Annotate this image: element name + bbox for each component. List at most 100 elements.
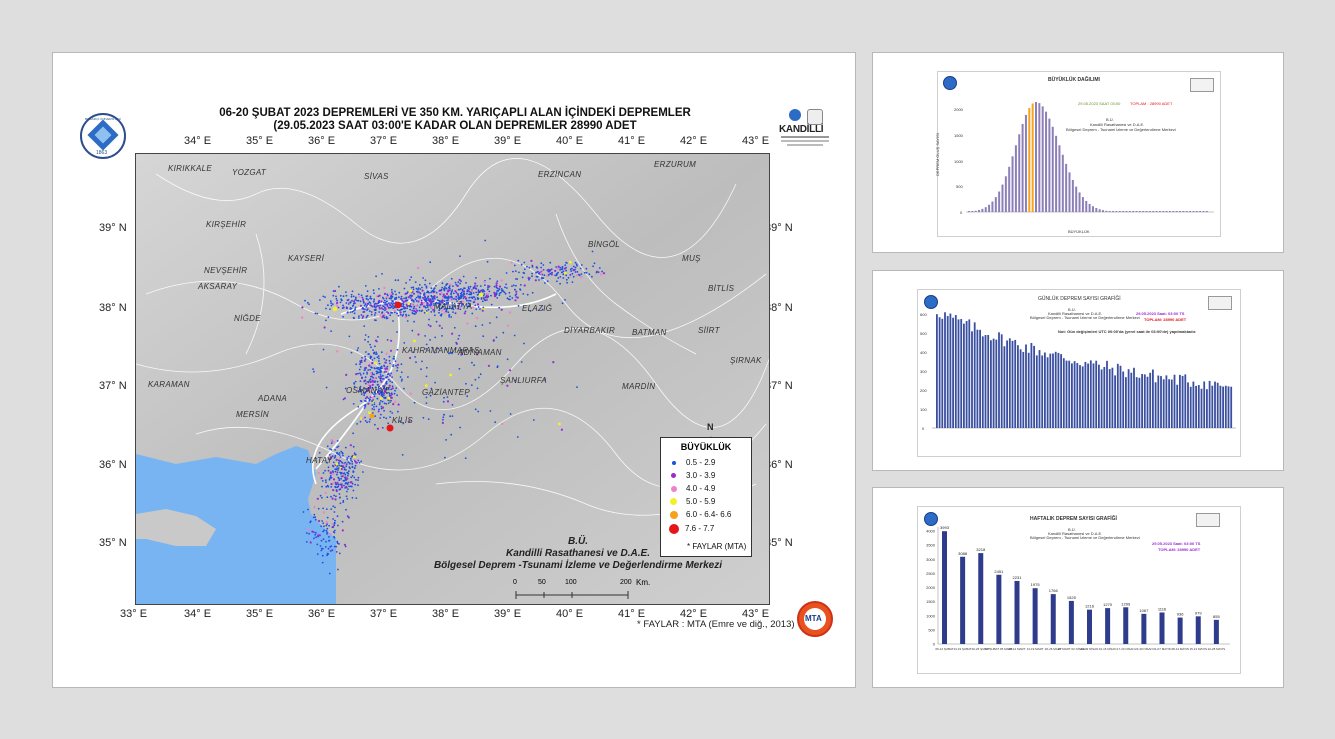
quake-dot: [371, 379, 374, 382]
quake-dot: [346, 458, 348, 461]
daily-bar: [1065, 360, 1068, 428]
quake-dot: [390, 311, 392, 314]
quake-dot: [496, 280, 499, 283]
quake-dot: [489, 410, 492, 412]
quake-dot: [503, 291, 506, 294]
daily-bar: [1087, 363, 1089, 428]
quake-dot: [355, 373, 358, 376]
quake-dot: [385, 403, 388, 405]
legend-dot-icon: [672, 460, 676, 465]
quake-dot: [327, 316, 330, 319]
quake-dot: [386, 303, 389, 306]
legend-dot-icon: [671, 473, 676, 479]
quake-dot: [325, 508, 328, 510]
quake-dot: [383, 364, 385, 367]
magnitude-bar: [1045, 111, 1048, 212]
quake-dot: [319, 494, 322, 497]
quake-dot: [483, 290, 486, 293]
weekly-bar: [1050, 594, 1056, 644]
quake-dot: [520, 361, 523, 363]
quake-dot: [336, 515, 339, 518]
quake-dot: [332, 294, 335, 297]
quake-dot: [400, 295, 403, 298]
quake-dot: [442, 418, 444, 421]
city-label: KIRŞEHİR: [206, 220, 247, 229]
quake-dot: [328, 524, 330, 527]
quake-dot: [443, 413, 445, 416]
quake-dot: [400, 380, 403, 382]
quake-dot: [334, 449, 337, 451]
quake-dot: [338, 462, 340, 464]
quake-dot: [447, 297, 449, 299]
quake-dot: [356, 423, 358, 425]
quake-dot: [336, 473, 338, 476]
quake-dot: [456, 284, 459, 288]
quake-dot: [423, 305, 426, 308]
quake-dot: [548, 270, 551, 273]
quake-dot: [301, 316, 304, 319]
daily-bar: [1071, 363, 1073, 428]
magnitude-bar: [1075, 186, 1078, 212]
quake-dot: [307, 528, 310, 531]
quake-dot: [339, 301, 342, 304]
quake-dot: [562, 273, 565, 276]
quake-dot: [347, 488, 349, 490]
weekly-bar-value: 979: [1195, 610, 1202, 615]
quake-dot: [425, 348, 428, 350]
daily-count-card[interactable]: GÜNLÜK DEPREM SAYISI GRAFİĞİ B.Ü. Kandil…: [872, 270, 1284, 471]
quake-dot: [339, 294, 342, 297]
magnitude-distribution-card[interactable]: BÜYÜKLÜK DAĞILIMI 29.05.2023 SAAT 03:00 …: [872, 52, 1284, 253]
quake-dot: [448, 289, 451, 292]
quake-dot: [305, 532, 308, 534]
daily-bar: [981, 336, 984, 428]
quake-dot: [387, 306, 390, 309]
quake-dot: [487, 364, 490, 367]
quake-dot: [482, 294, 485, 297]
lon-tick-bottom: 43° E: [742, 608, 770, 620]
quake-dot: [408, 420, 411, 423]
legend-item-label: 3.0 - 3.9: [686, 471, 716, 480]
quake-dot: [390, 388, 392, 391]
quake-dot: [474, 408, 477, 411]
quake-dot: [446, 396, 449, 398]
daily-bar: [1146, 376, 1149, 428]
quake-dot: [375, 405, 378, 408]
magnitude-bar: [1055, 135, 1058, 212]
quake-dot: [359, 304, 362, 307]
quake-dot: [389, 410, 392, 413]
quake-dot: [376, 356, 379, 359]
quake-dot: [449, 307, 451, 310]
magnitude-bar: [1128, 211, 1131, 212]
quake-dot: [523, 284, 526, 287]
weekly-count-card[interactable]: HAFTALIK DEPREM SAYISI GRAFİĞİ B.Ü. Kand…: [872, 487, 1284, 688]
quake-dot: [319, 299, 321, 301]
quake-dot: [429, 261, 432, 264]
magnitude-bar: [1068, 172, 1071, 212]
quake-dot: [476, 297, 479, 299]
quake-dot: [318, 534, 321, 537]
quake-dot: [326, 445, 329, 448]
quake-dot: [534, 279, 537, 282]
quake-dot: [474, 285, 476, 287]
quake-dot: [378, 311, 381, 313]
mta-logo: MTA: [797, 601, 833, 637]
quake-dot: [377, 301, 380, 303]
quake-dot: [392, 293, 394, 295]
quake-dot: [500, 288, 503, 290]
quake-dot: [337, 467, 340, 470]
quake-dot: [360, 389, 363, 391]
quake-dot: [332, 518, 334, 520]
quake-dot: [523, 268, 526, 271]
quake-dot: [489, 277, 491, 280]
quake-dot: [332, 478, 336, 481]
quake-dot: [388, 392, 391, 395]
quake-dot: [448, 316, 451, 318]
quake-dot: [477, 410, 480, 413]
quake-dot: [354, 380, 357, 383]
quake-dot: [397, 403, 400, 406]
quake-dot: [531, 272, 533, 275]
quake-dot: [424, 335, 426, 337]
quake-dot: [317, 534, 320, 537]
magnitude-bar: [1199, 211, 1202, 212]
quake-dot: [306, 301, 309, 304]
